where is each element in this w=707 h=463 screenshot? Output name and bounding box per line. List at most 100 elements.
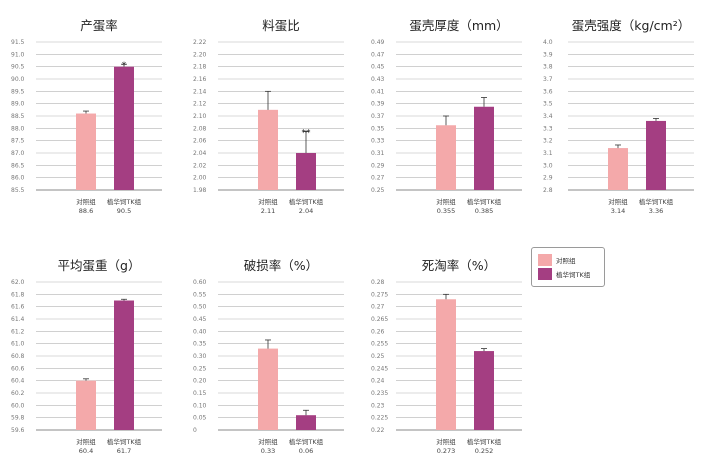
y-tick-label: 59.6	[11, 427, 25, 434]
y-tick-label: 89.5	[11, 88, 25, 95]
x-category-label: 对照组	[608, 197, 628, 206]
y-tick-label: 3.8	[543, 64, 553, 71]
chart-title: 平均蛋重（g）	[58, 258, 141, 273]
y-tick-label: 0.23	[371, 402, 385, 409]
y-tick-label: 0	[193, 427, 197, 434]
x-category-label: 对照组	[258, 197, 278, 206]
bar-control	[436, 299, 456, 430]
value-label: 0.385	[475, 207, 494, 215]
bar-treatment	[474, 106, 494, 190]
y-tick-label: 2.20	[193, 51, 207, 58]
y-tick-label: 3.9	[543, 51, 553, 58]
y-tick-label: 2.04	[193, 150, 207, 157]
x-category-label: 对照组	[436, 437, 456, 446]
value-label: 2.04	[299, 207, 313, 215]
significance-marker: *	[122, 61, 127, 71]
x-category-label: 植华饲TK组	[467, 437, 502, 446]
y-tick-label: 2.16	[193, 76, 207, 83]
y-tick-label: 60.6	[11, 365, 25, 372]
y-tick-label: 0.25	[371, 353, 385, 360]
y-tick-label: 3.1	[543, 150, 553, 157]
value-label: 90.5	[117, 207, 131, 215]
y-tick-label: 86.5	[11, 162, 25, 169]
y-tick-label: 3.7	[543, 76, 553, 83]
y-tick-label: 86.0	[11, 175, 25, 182]
bar-control	[258, 348, 278, 430]
value-label: 0.33	[261, 447, 275, 455]
chart-title: 料蛋比	[262, 18, 300, 33]
y-tick-label: 61.2	[11, 328, 25, 335]
y-tick-label: 4.0	[543, 39, 553, 46]
value-label: 2.11	[261, 207, 275, 215]
y-tick-label: 0.30	[193, 353, 207, 360]
chart-panel-6: 破损率（%） 0 0.05 0.10 0.15 0.20 0.25 0.30 0.35 0.40 0…	[193, 258, 344, 455]
chart-panel-3: 蛋壳厚度（mm） 0.25 0.27 0.29 0.31 0.33 0.35 0.37 0.39…	[371, 18, 522, 215]
value-label: 88.6	[79, 207, 93, 215]
y-tick-label: 2.22	[193, 39, 207, 46]
bar-treatment	[114, 300, 134, 430]
chart-title: 蛋壳厚度（mm）	[409, 18, 508, 33]
legend-label-treatment: 植华饲TK组	[556, 271, 591, 279]
chart-panel-5: 平均蛋重（g） 59.6 59.8 60.0 60.2 60.4 60.6 60.8 61.0 6…	[11, 258, 162, 455]
y-tick-label: 0.245	[371, 365, 388, 372]
y-tick-label: 0.45	[193, 316, 207, 323]
y-tick-label: 2.14	[193, 88, 207, 95]
y-tick-label: 0.33	[371, 138, 385, 145]
y-tick-label: 90.0	[11, 76, 25, 83]
x-category-label: 植华饲TK组	[289, 437, 324, 446]
value-label: 61.7	[117, 447, 131, 455]
y-tick-label: 2.9	[543, 175, 553, 182]
y-tick-label: 2.08	[193, 125, 207, 132]
value-label: 0.252	[475, 447, 494, 455]
x-category-label: 对照组	[436, 197, 456, 206]
bar-treatment	[114, 66, 134, 190]
y-tick-label: 0.235	[371, 390, 388, 397]
value-label: 60.4	[79, 447, 93, 455]
value-label: 0.355	[437, 207, 456, 215]
y-tick-label: 0.29	[371, 162, 385, 169]
y-tick-label: 0.10	[193, 402, 207, 409]
y-tick-label: 0.35	[371, 125, 385, 132]
x-category-label: 对照组	[76, 197, 96, 206]
chart-title: 死淘率（%）	[422, 258, 496, 273]
x-category-label: 植华饲TK组	[107, 437, 142, 446]
value-label: 3.14	[611, 207, 625, 215]
value-label: 3.36	[649, 207, 663, 215]
x-category-label: 植华饲TK组	[467, 197, 502, 206]
bar-control	[608, 148, 628, 190]
y-tick-label: 0.265	[371, 316, 388, 323]
value-label: 0.06	[299, 447, 313, 455]
chart-panel-1: 产蛋率 85.5 86.0 86.5 87.0 87.5 88.0 88.5 89.0 89.5 9…	[11, 18, 162, 215]
y-tick-label: 0.41	[371, 88, 385, 95]
y-tick-label: 88.0	[11, 125, 25, 132]
y-tick-label: 2.06	[193, 138, 207, 145]
y-tick-label: 0.25	[371, 187, 385, 194]
bar-treatment	[296, 153, 316, 190]
x-category-label: 植华饲TK组	[107, 197, 142, 206]
y-tick-label: 90.5	[11, 64, 25, 71]
y-tick-label: 0.60	[193, 279, 207, 286]
legend-item-control: 对照组	[538, 254, 576, 266]
y-tick-label: 0.25	[193, 365, 207, 372]
y-tick-label: 2.8	[543, 187, 553, 194]
y-tick-label: 0.49	[371, 39, 385, 46]
legend-label-control: 对照组	[556, 257, 576, 265]
y-tick-label: 0.47	[371, 51, 385, 58]
chart-panel-4: 蛋壳强度（kg/cm²） 2.8 2.9 3.0 3.1 3.2 3.3 3.4 3.5 3.6 3…	[543, 18, 694, 215]
y-tick-label: 0.275	[371, 291, 388, 298]
y-tick-label: 3.5	[543, 101, 553, 108]
legend-swatch-treatment	[538, 268, 552, 280]
chart-panel-2: 料蛋比 1.98 2.00 2.02 2.04 2.06 2.08 2.10 2.12 2.14 2…	[193, 18, 344, 215]
y-tick-label: 0.22	[371, 427, 385, 434]
y-tick-label: 2.12	[193, 101, 207, 108]
legend-item-treatment: 植华饲TK组	[538, 268, 590, 280]
y-tick-label: 61.0	[11, 341, 25, 348]
y-tick-label: 3.0	[543, 162, 553, 169]
bar-control	[436, 125, 456, 190]
legend: 对照组 植华饲TK组	[531, 247, 605, 287]
y-tick-label: 2.10	[193, 113, 207, 120]
y-tick-label: 91.5	[11, 39, 25, 46]
y-tick-label: 0.28	[371, 279, 385, 286]
y-tick-label: 3.4	[543, 113, 553, 120]
